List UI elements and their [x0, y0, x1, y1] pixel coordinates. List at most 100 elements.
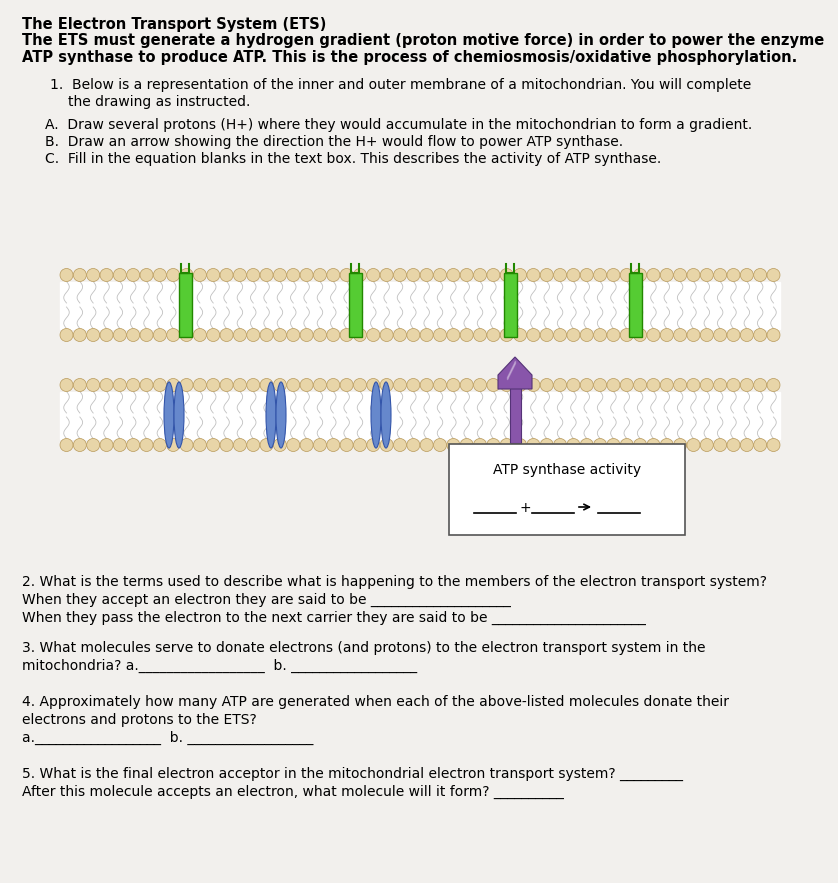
Circle shape — [354, 379, 366, 391]
Circle shape — [753, 268, 767, 282]
Circle shape — [367, 439, 380, 451]
FancyBboxPatch shape — [178, 273, 192, 337]
Circle shape — [500, 379, 513, 391]
Circle shape — [300, 379, 313, 391]
Circle shape — [620, 328, 634, 342]
Circle shape — [60, 328, 73, 342]
Circle shape — [74, 268, 86, 282]
FancyBboxPatch shape — [510, 387, 520, 443]
Circle shape — [753, 328, 767, 342]
Circle shape — [394, 379, 406, 391]
Circle shape — [514, 268, 526, 282]
Circle shape — [260, 268, 273, 282]
Circle shape — [300, 439, 313, 451]
Circle shape — [234, 439, 246, 451]
Ellipse shape — [371, 382, 381, 448]
Circle shape — [380, 268, 393, 282]
Circle shape — [86, 268, 100, 282]
Circle shape — [180, 268, 193, 282]
Circle shape — [500, 268, 513, 282]
Circle shape — [500, 439, 513, 451]
Circle shape — [554, 439, 566, 451]
Circle shape — [620, 439, 634, 451]
Circle shape — [660, 268, 673, 282]
Circle shape — [260, 328, 273, 342]
Circle shape — [660, 328, 673, 342]
Circle shape — [313, 439, 327, 451]
Circle shape — [60, 439, 73, 451]
Circle shape — [113, 379, 127, 391]
Circle shape — [701, 268, 713, 282]
Circle shape — [394, 268, 406, 282]
Circle shape — [593, 379, 607, 391]
Circle shape — [207, 268, 220, 282]
Text: a.__________________  b. __________________: a.__________________ b. ________________… — [22, 731, 313, 745]
Circle shape — [300, 268, 313, 282]
Circle shape — [207, 379, 220, 391]
Circle shape — [460, 379, 473, 391]
Circle shape — [394, 328, 406, 342]
Circle shape — [246, 328, 260, 342]
Circle shape — [246, 379, 260, 391]
Circle shape — [60, 268, 73, 282]
Circle shape — [207, 439, 220, 451]
Text: 2. What is the terms used to describe what is happening to the members of the el: 2. What is the terms used to describe wh… — [22, 575, 767, 589]
Circle shape — [420, 439, 433, 451]
FancyBboxPatch shape — [349, 273, 361, 337]
Circle shape — [607, 328, 620, 342]
Circle shape — [727, 328, 740, 342]
Circle shape — [273, 379, 287, 391]
Circle shape — [86, 439, 100, 451]
Circle shape — [380, 328, 393, 342]
Text: 5. What is the final electron acceptor in the mitochondrial electron transport s: 5. What is the final electron acceptor i… — [22, 767, 683, 781]
Circle shape — [194, 439, 206, 451]
Circle shape — [220, 328, 233, 342]
Circle shape — [727, 379, 740, 391]
Circle shape — [634, 268, 647, 282]
Circle shape — [753, 439, 767, 451]
Circle shape — [287, 379, 300, 391]
Circle shape — [127, 379, 140, 391]
Circle shape — [566, 268, 580, 282]
Circle shape — [447, 439, 460, 451]
Circle shape — [74, 328, 86, 342]
Circle shape — [433, 268, 447, 282]
Circle shape — [246, 268, 260, 282]
Circle shape — [566, 439, 580, 451]
Text: B.  Draw an arrow showing the direction the H+ would flow to power ATP synthase.: B. Draw an arrow showing the direction t… — [45, 135, 623, 149]
Bar — [60, 282, 780, 328]
Circle shape — [327, 328, 339, 342]
Circle shape — [660, 379, 673, 391]
Text: After this molecule accepts an electron, what molecule will it form? __________: After this molecule accepts an electron,… — [22, 785, 564, 799]
Text: When they pass the electron to the next carrier they are said to be ____________: When they pass the electron to the next … — [22, 611, 646, 625]
Circle shape — [127, 328, 140, 342]
Circle shape — [394, 439, 406, 451]
Circle shape — [740, 439, 753, 451]
Bar — [60, 391, 780, 439]
Circle shape — [234, 268, 246, 282]
Circle shape — [554, 268, 566, 282]
Circle shape — [140, 328, 153, 342]
Circle shape — [194, 268, 206, 282]
Circle shape — [514, 328, 526, 342]
Circle shape — [554, 379, 566, 391]
Circle shape — [260, 379, 273, 391]
Circle shape — [220, 379, 233, 391]
Circle shape — [753, 379, 767, 391]
Circle shape — [113, 439, 127, 451]
Text: +: + — [519, 501, 530, 515]
Circle shape — [287, 268, 300, 282]
Circle shape — [767, 439, 780, 451]
Ellipse shape — [381, 382, 391, 448]
Text: C.  Fill in the equation blanks in the text box. This describes the activity of : C. Fill in the equation blanks in the te… — [45, 152, 661, 166]
Circle shape — [740, 268, 753, 282]
Circle shape — [327, 268, 339, 282]
Circle shape — [367, 268, 380, 282]
Circle shape — [100, 379, 113, 391]
Circle shape — [86, 328, 100, 342]
Circle shape — [634, 379, 647, 391]
Circle shape — [580, 328, 593, 342]
Circle shape — [767, 328, 780, 342]
Circle shape — [273, 268, 287, 282]
Circle shape — [327, 379, 339, 391]
